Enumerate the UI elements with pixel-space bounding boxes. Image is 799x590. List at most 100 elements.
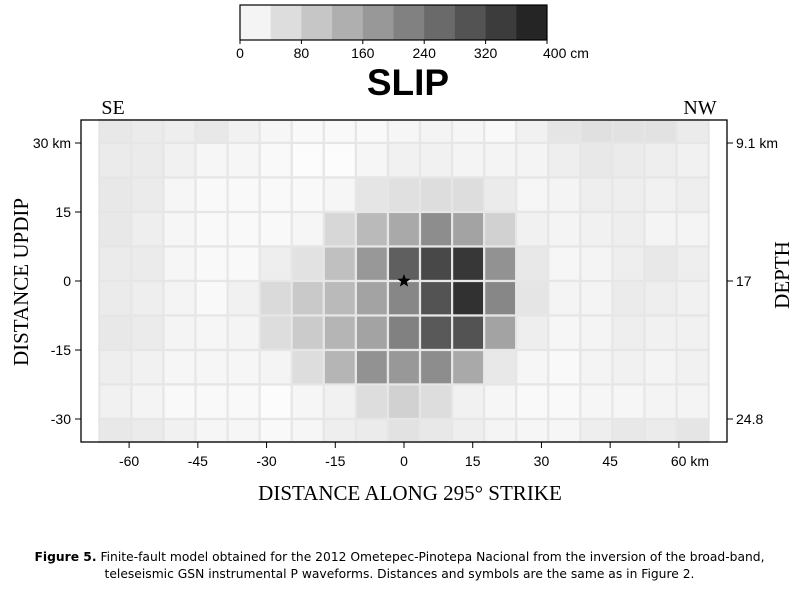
slip-cell — [290, 314, 325, 352]
slip-cell — [675, 176, 710, 214]
slip-cell — [322, 141, 357, 179]
slip-cell — [322, 210, 357, 248]
slip-cell — [98, 417, 133, 444]
slip-cell — [162, 141, 197, 179]
slip-cell — [226, 210, 261, 248]
x-tick-label: 60 km — [671, 453, 709, 469]
slip-cell — [194, 417, 229, 444]
slip-cell — [579, 210, 614, 248]
slip-cell — [354, 118, 390, 145]
slip-cell — [354, 348, 390, 386]
slip-cell — [451, 417, 486, 444]
slip-cell — [290, 210, 325, 248]
y-tick-label: 30 km — [33, 135, 71, 151]
slip-cell — [515, 383, 550, 421]
slip-cell — [675, 279, 710, 317]
slip-cell — [290, 348, 325, 386]
slip-cell — [675, 314, 710, 352]
slip-cell — [130, 279, 165, 317]
slip-cell — [290, 245, 325, 283]
slip-cell — [258, 348, 293, 386]
slip-cell — [194, 141, 229, 179]
slip-cell — [451, 383, 486, 421]
slip-cell — [194, 314, 229, 352]
slip-cell — [483, 245, 518, 283]
y-axis-ticks: 30 km 15 0 -15 -30 — [33, 135, 81, 427]
slip-cell — [290, 118, 325, 145]
slip-cell — [290, 383, 325, 421]
slip-cell — [194, 348, 229, 386]
slip-cell — [98, 141, 133, 179]
slip-cell — [386, 118, 422, 145]
slip-cell — [675, 118, 710, 145]
slip-cell — [418, 279, 454, 317]
x-tick-label: -45 — [188, 453, 208, 469]
slip-cell — [418, 417, 454, 444]
slip-cell — [290, 417, 325, 444]
slip-cell — [130, 210, 165, 248]
slip-cell — [579, 141, 614, 179]
x-tick-label: -30 — [256, 453, 276, 469]
x-tick-label: -60 — [119, 453, 139, 469]
slip-cell — [451, 176, 486, 214]
y-tick-label: -15 — [51, 342, 71, 358]
x-tick-label: -15 — [325, 453, 345, 469]
colorbar-step — [362, 5, 394, 40]
caption-text: Finite-fault model obtained for the 2012… — [96, 550, 765, 581]
colorbar-tick-label: 400 cm — [543, 45, 589, 61]
slip-cell — [515, 118, 550, 145]
slip-cell — [675, 383, 710, 421]
slip-cell — [130, 176, 165, 214]
x-tick-label: 0 — [400, 453, 408, 469]
slip-cell — [675, 210, 710, 248]
slip-cell — [483, 279, 518, 317]
slip-cell — [386, 210, 422, 248]
slip-cell — [515, 245, 550, 283]
y-tick-label: 15 — [55, 204, 71, 220]
slip-cell — [579, 245, 614, 283]
slip-cell — [579, 383, 614, 421]
slip-cell — [226, 176, 261, 214]
colorbar-tick-label: 240 — [413, 45, 437, 61]
slip-cell — [579, 279, 614, 317]
slip-cell — [579, 176, 614, 214]
slip-cell — [194, 118, 229, 145]
slip-cell — [386, 176, 422, 214]
slip-cell — [258, 176, 293, 214]
slip-cell — [483, 141, 518, 179]
slip-cell — [515, 314, 550, 352]
slip-cell — [226, 279, 261, 317]
slip-cell — [130, 348, 165, 386]
slip-cell — [226, 314, 261, 352]
slip-cell — [130, 118, 165, 145]
slip-cell — [162, 279, 197, 317]
colorbar-step — [332, 5, 364, 40]
slip-cell — [322, 417, 357, 444]
y-tick-label: -30 — [51, 411, 71, 427]
colorbar-tick-label: 320 — [474, 45, 498, 61]
chart-title: SLIP — [367, 62, 449, 103]
slip-cell — [515, 348, 550, 386]
slip-cell — [611, 176, 646, 214]
slip-cell — [547, 348, 582, 386]
slip-cell — [162, 176, 197, 214]
slip-cell — [226, 383, 261, 421]
colorbar-tick-label: 0 — [236, 45, 244, 61]
slip-cell — [451, 314, 486, 352]
slip-cell — [162, 245, 197, 283]
slip-cell — [322, 279, 357, 317]
colorbar-step — [270, 5, 302, 40]
slip-cell — [290, 176, 325, 214]
slip-cell — [130, 314, 165, 352]
slip-cell — [418, 210, 454, 248]
slip-cell — [354, 176, 390, 214]
slip-cell — [515, 141, 550, 179]
slip-cell — [643, 348, 678, 386]
slip-cell — [643, 279, 678, 317]
caption-label: Figure 5. — [34, 550, 97, 564]
slip-cell — [418, 176, 454, 214]
slip-cell — [451, 210, 486, 248]
slip-cell — [258, 417, 293, 444]
slip-cell — [354, 279, 390, 317]
